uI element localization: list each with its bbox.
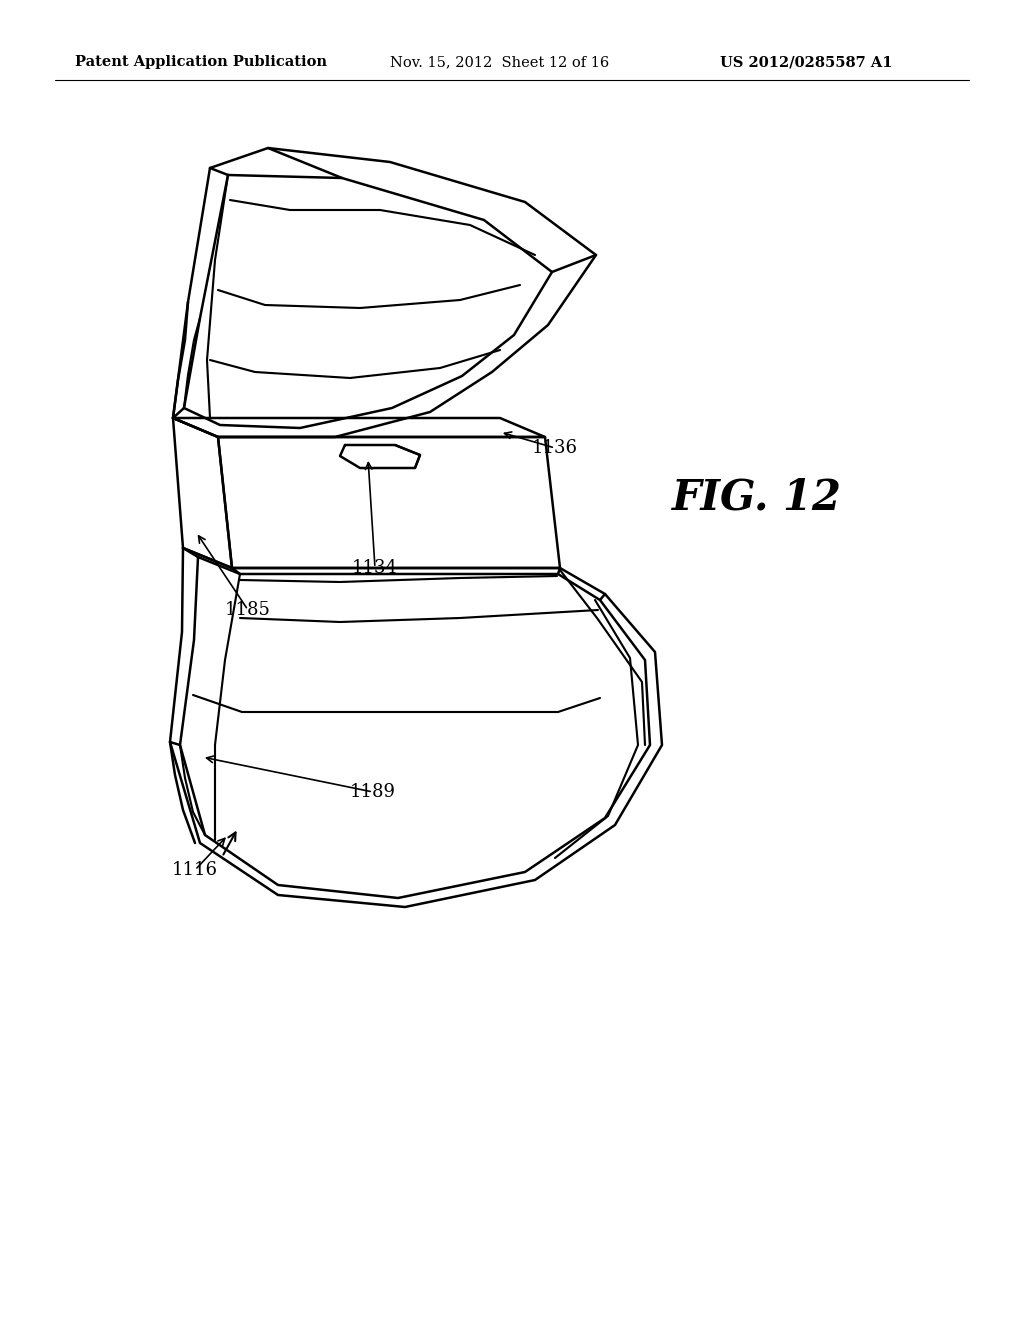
Text: Patent Application Publication: Patent Application Publication [75, 55, 327, 69]
Text: FIG. 12: FIG. 12 [672, 477, 842, 519]
Text: 1189: 1189 [350, 783, 396, 801]
Text: 1185: 1185 [225, 601, 271, 619]
Text: 1134: 1134 [352, 558, 398, 577]
Text: US 2012/0285587 A1: US 2012/0285587 A1 [720, 55, 893, 69]
Text: 1116: 1116 [172, 861, 218, 879]
Text: 1136: 1136 [532, 440, 578, 457]
Text: Nov. 15, 2012  Sheet 12 of 16: Nov. 15, 2012 Sheet 12 of 16 [390, 55, 609, 69]
